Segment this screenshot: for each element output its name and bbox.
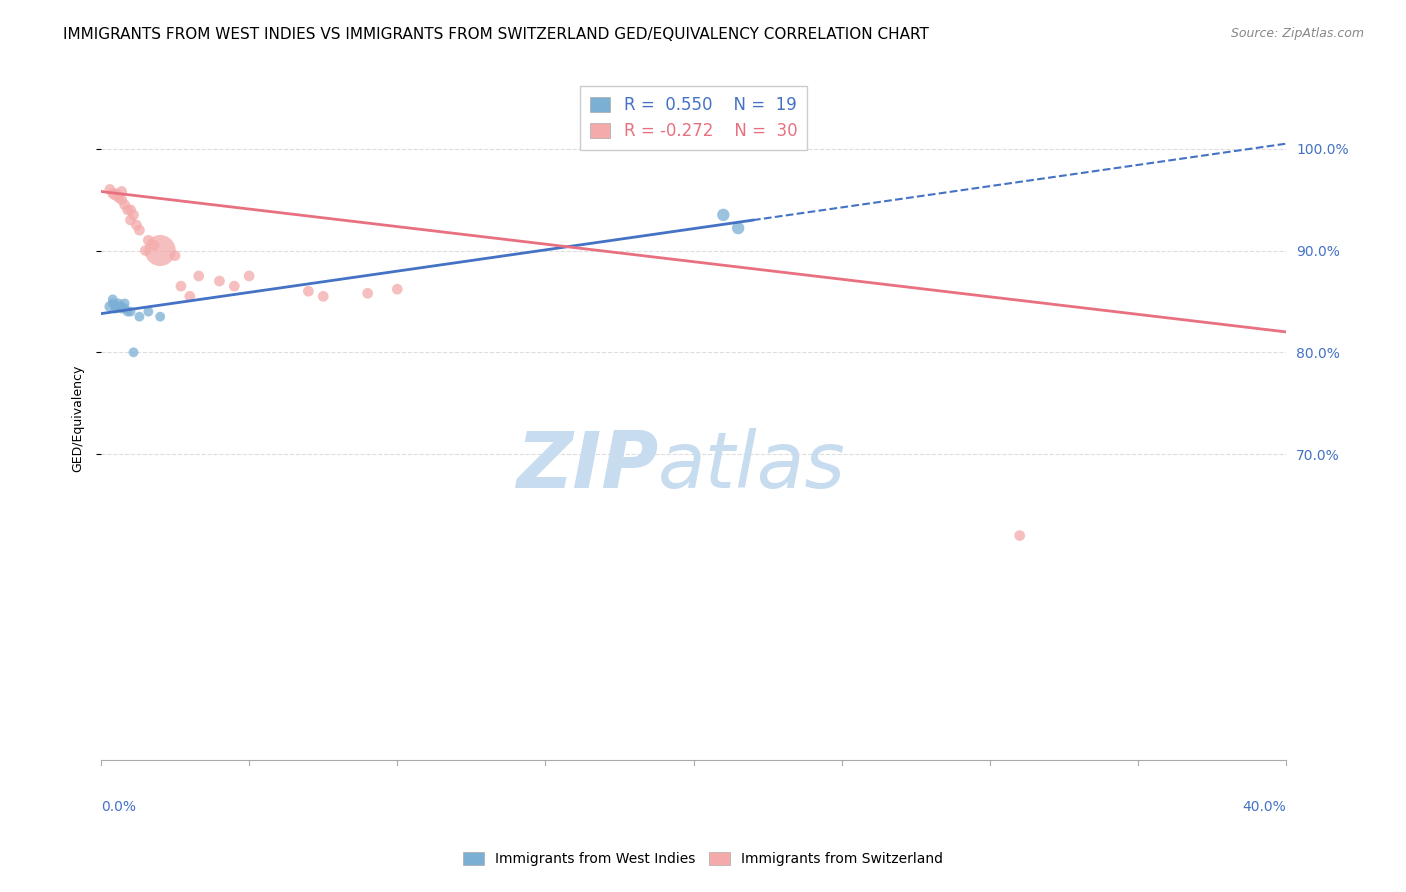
Point bbox=[101, 296, 124, 310]
Point bbox=[125, 218, 148, 232]
Point bbox=[134, 244, 156, 258]
Text: Source: ZipAtlas.com: Source: ZipAtlas.com bbox=[1230, 27, 1364, 40]
Text: ZIP: ZIP bbox=[516, 428, 658, 504]
Point bbox=[114, 197, 136, 211]
Point bbox=[136, 304, 159, 318]
Point bbox=[117, 202, 139, 217]
Point bbox=[1008, 528, 1031, 542]
Point bbox=[387, 282, 409, 296]
Point bbox=[208, 274, 231, 288]
Point bbox=[122, 208, 145, 222]
Point bbox=[179, 289, 201, 303]
Point bbox=[149, 310, 172, 324]
Legend: Immigrants from West Indies, Immigrants from Switzerland: Immigrants from West Indies, Immigrants … bbox=[457, 847, 949, 871]
Point bbox=[101, 186, 124, 201]
Point bbox=[143, 238, 166, 252]
Point bbox=[149, 244, 172, 258]
Point bbox=[224, 279, 246, 293]
Text: atlas: atlas bbox=[658, 428, 846, 504]
Point bbox=[163, 249, 186, 263]
Text: 0.0%: 0.0% bbox=[101, 800, 136, 814]
Point bbox=[111, 193, 134, 207]
Point bbox=[356, 286, 378, 301]
Point bbox=[128, 223, 150, 237]
Point bbox=[312, 289, 335, 303]
Point bbox=[128, 310, 150, 324]
Point bbox=[98, 182, 121, 196]
Point bbox=[727, 221, 749, 235]
Point bbox=[120, 202, 142, 217]
Point bbox=[104, 301, 127, 316]
Point bbox=[114, 301, 136, 316]
Point bbox=[104, 187, 127, 202]
Point bbox=[170, 279, 193, 293]
Point bbox=[107, 190, 129, 204]
Point bbox=[238, 268, 260, 283]
Point bbox=[107, 296, 129, 310]
Text: 40.0%: 40.0% bbox=[1243, 800, 1286, 814]
Point bbox=[711, 208, 734, 222]
Point bbox=[122, 345, 145, 359]
Point bbox=[297, 284, 319, 298]
Point bbox=[111, 300, 134, 314]
Point bbox=[136, 233, 159, 247]
Point bbox=[111, 185, 134, 199]
Point bbox=[104, 298, 127, 312]
Point bbox=[120, 304, 142, 318]
Point bbox=[98, 300, 121, 314]
Y-axis label: GED/Equivalency: GED/Equivalency bbox=[72, 365, 84, 472]
Point bbox=[114, 296, 136, 310]
Point bbox=[101, 293, 124, 307]
Text: IMMIGRANTS FROM WEST INDIES VS IMMIGRANTS FROM SWITZERLAND GED/EQUIVALENCY CORRE: IMMIGRANTS FROM WEST INDIES VS IMMIGRANT… bbox=[63, 27, 929, 42]
Point bbox=[117, 304, 139, 318]
Point bbox=[187, 268, 209, 283]
Point bbox=[120, 213, 142, 227]
Point bbox=[111, 301, 134, 316]
Legend: R =  0.550    N =  19, R = -0.272    N =  30: R = 0.550 N = 19, R = -0.272 N = 30 bbox=[581, 86, 807, 150]
Point bbox=[107, 300, 129, 314]
